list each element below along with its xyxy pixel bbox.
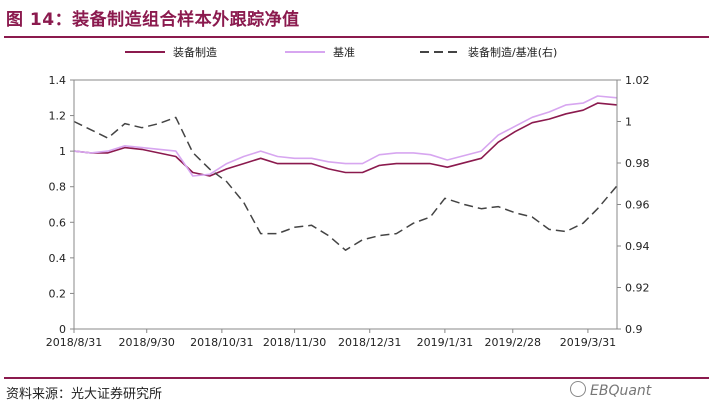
y-left-tick-label: 1 — [59, 145, 66, 158]
x-tick-label: 2018/12/31 — [338, 336, 401, 349]
title-rule — [4, 36, 709, 38]
x-tick-label: 2018/9/30 — [119, 336, 175, 349]
footer-rule — [4, 377, 709, 379]
line-chart: 装备制造 基准 装备制造/基准(右) 0 0.2 0.4 0.6 0.8 1 1.2 1.4 0.9… — [46, 45, 650, 349]
y-right-tick-label: 1 — [625, 116, 632, 129]
plot-frame — [73, 79, 618, 330]
y-right-tick-label: 1.02 — [625, 74, 650, 87]
x-tick-label: 2019/2/28 — [485, 336, 541, 349]
y-left-tick-label: 0 — [59, 323, 66, 336]
legend-label-1: 基准 — [333, 46, 355, 59]
y-left-tick-label: 1.2 — [49, 110, 67, 123]
legend: 装备制造 基准 装备制造/基准(右) — [125, 45, 557, 59]
y-right-tick-label: 0.92 — [625, 282, 650, 295]
figure-title: 图 14：装备制造组合样本外跟踪净值 — [6, 10, 300, 30]
x-tick-label: 2018/11/30 — [263, 336, 326, 349]
y-right-tick-label: 0.9 — [625, 323, 643, 336]
y-left-tick-label: 0.4 — [49, 252, 67, 265]
x-tick-label: 2018/8/31 — [46, 336, 102, 349]
y-left-tick-label: 1.4 — [49, 74, 67, 87]
y-right-tick-label: 0.96 — [625, 199, 650, 212]
watermark-text: EBQuant — [590, 383, 652, 399]
wechat-icon — [570, 381, 586, 397]
y-left-tick-label: 0.2 — [49, 287, 67, 300]
source-note: 资料来源：光大证券研究所 — [6, 387, 163, 402]
y-right-tick-label: 0.98 — [625, 157, 650, 170]
axes: 0 0.2 0.4 0.6 0.8 1 1.2 1.4 0.9 0.92 0.94 0.96 0.98 1… — [46, 74, 650, 349]
y-left-tick-label: 0.8 — [49, 181, 67, 194]
y-left-tick-label: 0.6 — [49, 216, 67, 229]
series-line-0 — [73, 102, 618, 177]
watermark: EBQuant — [570, 381, 651, 399]
x-tick-label: 2019/3/31 — [560, 336, 616, 349]
series-line-1 — [73, 95, 618, 177]
plot-area — [73, 95, 618, 251]
x-tick-label: 2018/10/31 — [190, 336, 253, 349]
y-right-tick-label: 0.94 — [625, 240, 650, 253]
legend-label-0: 装备制造 — [173, 45, 217, 59]
legend-label-2: 装备制造/基准(右) — [468, 45, 557, 59]
x-tick-label: 2019/1/31 — [417, 336, 473, 349]
series-line-2 — [73, 116, 618, 251]
